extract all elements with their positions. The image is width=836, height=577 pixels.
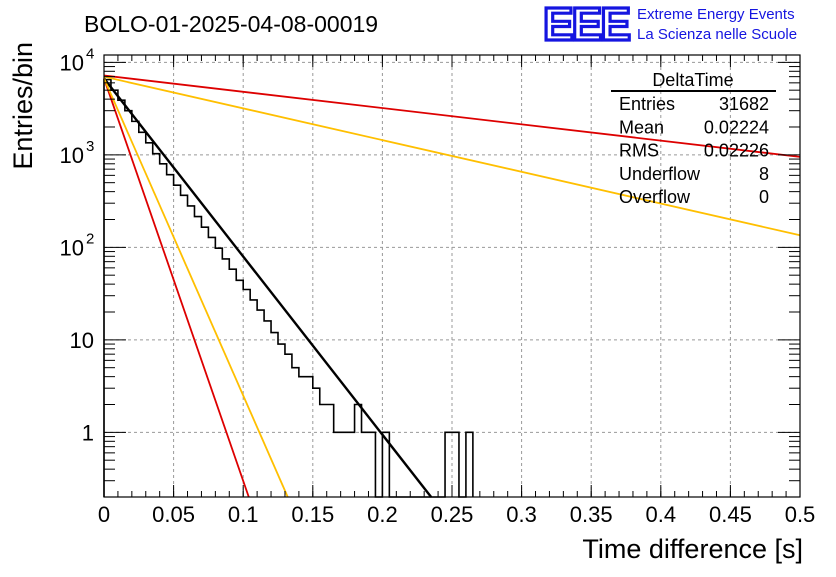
fit-curve-3 [103, 74, 801, 158]
y-tick-exponent: 2 [86, 230, 94, 247]
stats-row-value: 0 [759, 187, 769, 207]
stats-row-value: 31682 [719, 94, 769, 114]
x-tick-label: 0.25 [431, 502, 474, 527]
x-tick-label: 0.1 [228, 502, 259, 527]
y-tick-exponent: 4 [86, 45, 94, 62]
x-tick-label: 0.4 [646, 502, 677, 527]
stats-box: DeltaTime Entries 31682 Mean 0.02224 RMS 0.02… [611, 70, 776, 207]
eee-logo-mark: EEE [543, 0, 629, 50]
eee-logo: EEE Extreme Energy Events La Scienza nel… [541, 0, 797, 52]
eee-logo-line1: Extreme Energy Events [637, 6, 795, 23]
x-tick-label: 0.05 [152, 502, 195, 527]
y-tick-label: 1 [82, 420, 94, 445]
x-tick-labels: 0 0.05 0.1 0.15 0.2 0.25 0.3 0.35 0.4 0.45 0.5 [98, 502, 815, 527]
stats-row-value: 8 [759, 164, 769, 184]
y-tick-label: 10 [60, 235, 84, 260]
stats-row-label: Overflow [619, 187, 691, 207]
fit-curve-1 [103, 78, 250, 498]
axis-ticks [103, 55, 801, 498]
stats-row-label: Mean [619, 117, 664, 137]
stats-row-label: RMS [619, 141, 659, 161]
x-tick-label: 0.45 [709, 502, 752, 527]
x-axis-title: Time difference [s] [582, 534, 803, 564]
x-tick-label: 0.2 [367, 502, 398, 527]
x-tick-label: 0.15 [291, 502, 334, 527]
y-tick-label: 10 [60, 50, 84, 75]
stats-row-value: 0.02224 [704, 117, 769, 137]
x-tick-label: 0.5 [785, 502, 816, 527]
grid [104, 55, 800, 497]
y-axis-title: Entries/bin [8, 42, 38, 170]
y-tick-label: 10 [60, 143, 84, 168]
fit-curve-0 [103, 77, 433, 498]
stats-row-label: Entries [619, 94, 675, 114]
eee-logo-line2: La Scienza nelle Scuole [637, 26, 797, 43]
chart-title: BOLO-01-2025-04-08-00019 [84, 11, 378, 37]
y-tick-label: 10 [70, 328, 94, 353]
fit-curves [103, 74, 801, 498]
stats-row-value: 0.02226 [704, 141, 769, 161]
x-tick-label: 0 [98, 502, 110, 527]
stats-row-label: Underflow [619, 164, 701, 184]
stats-box-title: DeltaTime [652, 70, 733, 90]
fit-curve-4 [103, 75, 801, 237]
fit-curve-2 [103, 78, 289, 498]
histogram-step-line [103, 78, 474, 498]
y-tick-exponent: 3 [86, 138, 94, 155]
x-tick-label: 0.3 [506, 502, 537, 527]
x-tick-label: 0.35 [570, 502, 613, 527]
